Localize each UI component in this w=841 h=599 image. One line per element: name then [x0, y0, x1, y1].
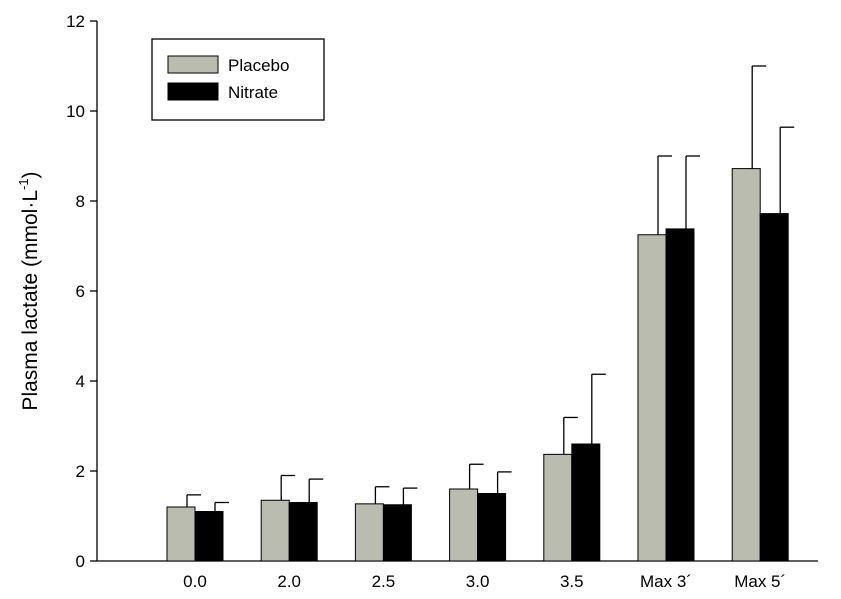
bar-placebo — [260, 499, 290, 562]
bar-placebo — [354, 503, 384, 562]
x-axis: 0.0 2.0 2.5 3.0 3.5 Max 3´ Max 5´ — [97, 560, 818, 591]
bar-placebo — [731, 168, 761, 562]
bar-placebo — [637, 234, 667, 562]
legend-box — [151, 38, 325, 121]
y-axis-label-text: Plasma lactate (mmol·L — [19, 190, 42, 411]
bar-nitrate — [571, 443, 601, 562]
y-axis-label-close: ) — [19, 171, 42, 178]
bar-nitrate — [477, 493, 507, 562]
x-tick-label: 0.0 — [183, 572, 207, 591]
x-tick-label: 2.0 — [277, 572, 301, 591]
x-tick-label: 2.5 — [372, 572, 396, 591]
x-tick-label: 3.0 — [466, 572, 490, 591]
bar-nitrate — [194, 511, 224, 562]
y-tick-label: 0 — [76, 552, 85, 571]
y-tick-label: 2 — [76, 462, 85, 481]
bar-placebo — [449, 488, 479, 562]
y-tick-label: 8 — [76, 192, 85, 211]
y-axis-label-superscript: -1 — [16, 178, 31, 190]
y-tick-label: 4 — [76, 372, 85, 391]
x-tick-label: Max 3´ — [640, 572, 692, 591]
bar-nitrate — [759, 213, 789, 562]
bar-placebo — [543, 453, 573, 562]
error-bars — [186, 65, 795, 512]
bars — [166, 168, 789, 562]
x-tick-label: Max 5´ — [734, 572, 786, 591]
y-tick-label: 10 — [66, 102, 85, 121]
bar-nitrate — [288, 502, 318, 562]
legend-label-placebo: Placebo — [228, 56, 289, 75]
y-axis-label: Plasma lactate (mmol·L-1) — [16, 171, 42, 410]
y-tick-label: 6 — [76, 282, 85, 301]
legend-swatch-placebo — [167, 55, 219, 74]
legend-swatch-nitrate — [167, 82, 219, 101]
y-axis: 0 2 4 6 8 10 12 — [66, 12, 98, 571]
legend: Placebo Nitrate — [151, 38, 325, 121]
bar-nitrate — [665, 228, 695, 562]
y-tick-label: 12 — [66, 12, 85, 31]
bar-placebo — [166, 506, 196, 562]
bar-nitrate — [382, 504, 412, 562]
legend-label-nitrate: Nitrate — [228, 83, 278, 102]
x-tick-label: 3.5 — [560, 572, 584, 591]
